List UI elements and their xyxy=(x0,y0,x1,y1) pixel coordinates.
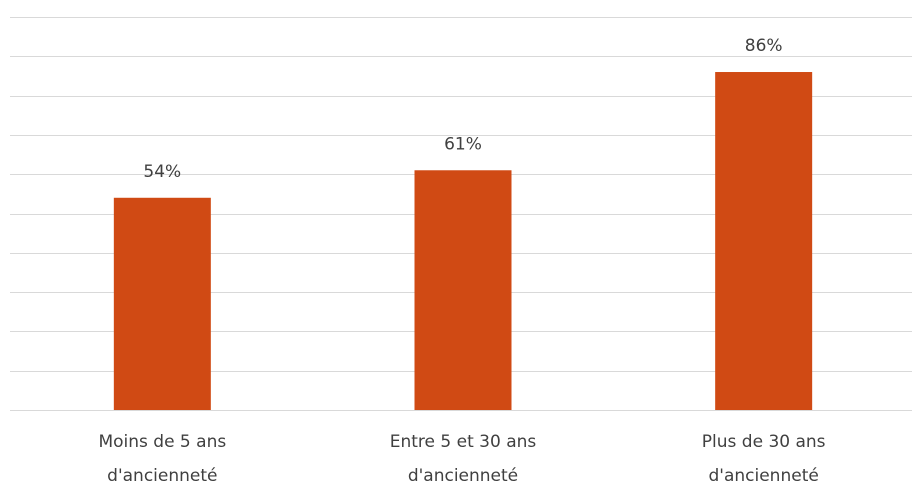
bar xyxy=(113,197,211,410)
data-labels: 54% 61% 86% xyxy=(143,36,782,182)
category-label: Entre 5 et 30 ans d'ancienneté xyxy=(390,432,537,486)
category-label-line: Plus de 30 ans xyxy=(702,432,826,452)
data-label: 61% xyxy=(444,134,482,154)
category-label-line: Moins de 5 ans xyxy=(98,432,226,452)
category-label: Moins de 5 ans d'ancienneté xyxy=(98,432,226,486)
bar xyxy=(715,72,813,411)
category-label-line: d'ancienneté xyxy=(408,466,518,486)
bars xyxy=(113,72,813,411)
data-label: 86% xyxy=(745,36,783,56)
category-label-line: d'ancienneté xyxy=(709,466,819,486)
category-label-line: Entre 5 et 30 ans xyxy=(390,432,537,452)
data-label: 54% xyxy=(143,162,181,182)
category-label: Plus de 30 ans d'ancienneté xyxy=(702,432,826,486)
bar xyxy=(414,170,512,410)
category-label-line: d'ancienneté xyxy=(107,466,217,486)
